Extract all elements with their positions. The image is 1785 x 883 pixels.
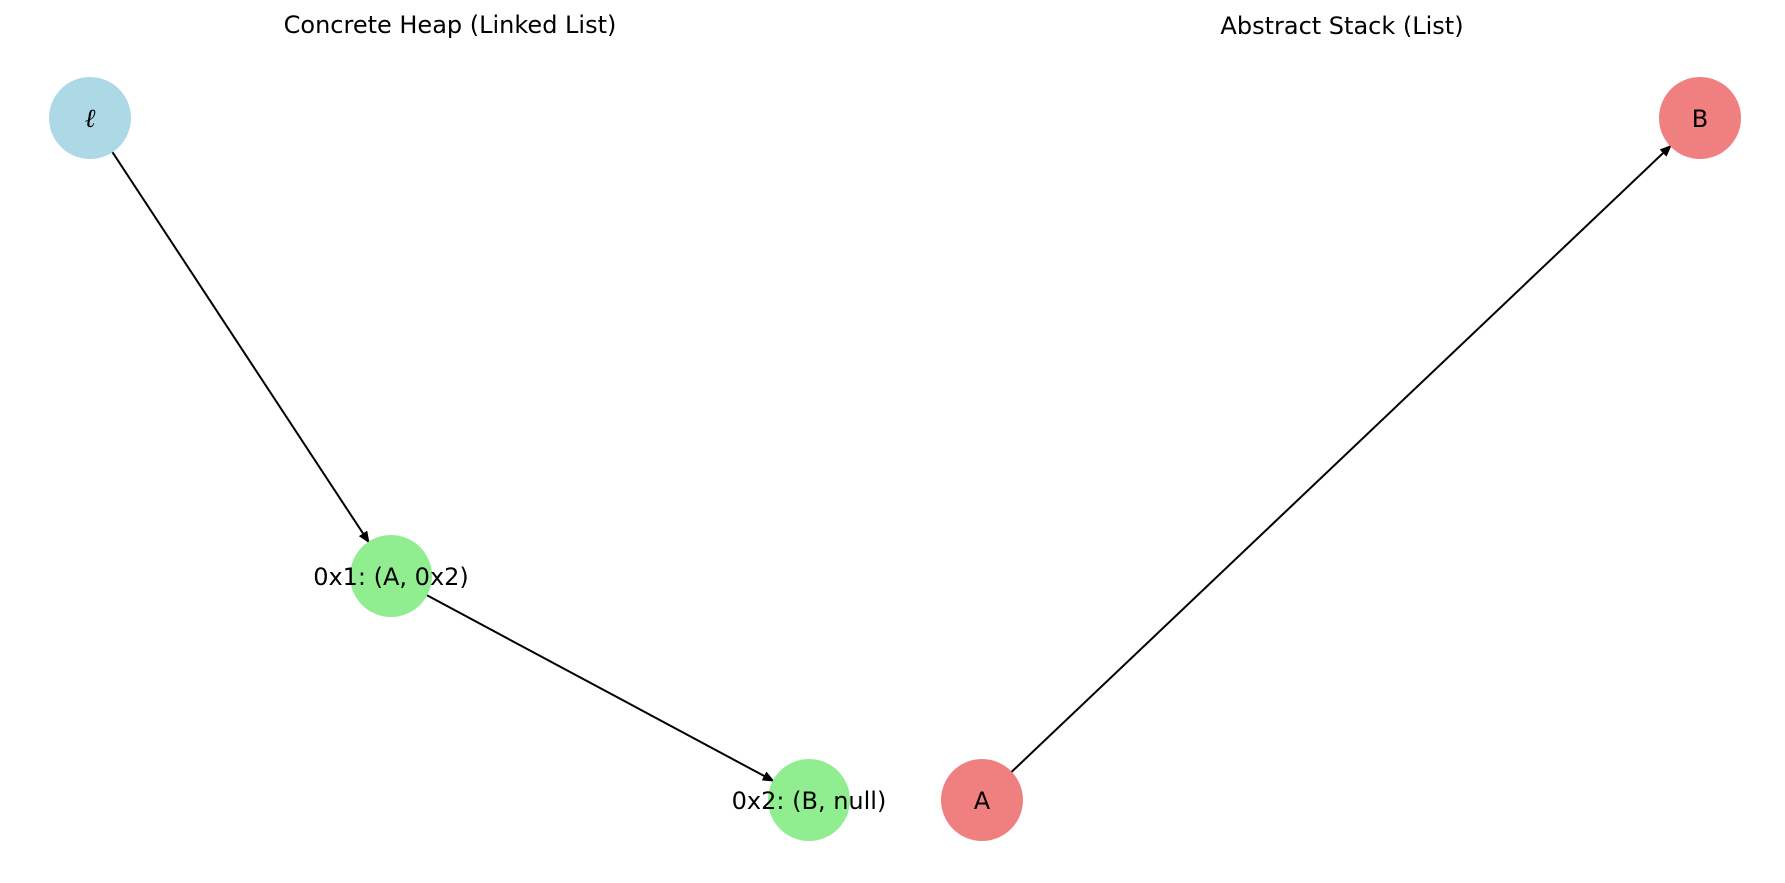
abstract-stack-panel: AB (941, 77, 1741, 841)
edge-n1-to-n2 (424, 593, 775, 782)
panel-title-concrete-heap: Concrete Heap (Linked List) (284, 11, 617, 39)
node-n1-circle (350, 535, 432, 617)
node-n2-label: 0x2: (B, null) (732, 787, 887, 815)
node-n1-label: 0x1: (A, 0x2) (313, 563, 469, 591)
abstract-stack-edges (1009, 144, 1672, 774)
edge-ell-to-n1 (110, 150, 370, 544)
concrete-heap-nodes: ℓ 0x1: (A, 0x2) 0x2: (B, null) (49, 77, 887, 841)
node-ell-label: ℓ (85, 104, 96, 134)
concrete-heap-edges (110, 150, 775, 782)
node-B-circle (1659, 77, 1741, 159)
concrete-heap-panel: ℓ 0x1: (A, 0x2) 0x2: (B, null) (49, 77, 887, 841)
node-n2-circle (768, 759, 850, 841)
node-A-label: A (974, 787, 991, 815)
edge-A-to-B (1009, 144, 1672, 774)
panel-title-abstract-stack: Abstract Stack (List) (1220, 12, 1463, 40)
node-ell-circle (49, 77, 131, 159)
node-B-label: B (1692, 105, 1708, 133)
node-A-circle (941, 759, 1023, 841)
abstract-stack-nodes: AB (941, 77, 1741, 841)
